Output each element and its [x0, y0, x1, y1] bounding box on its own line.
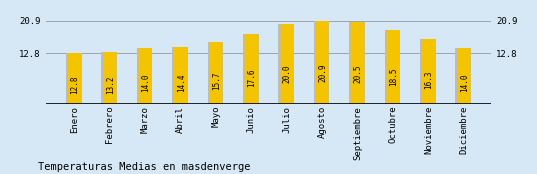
- Bar: [455, 48, 465, 104]
- Bar: [422, 39, 436, 104]
- Bar: [351, 22, 365, 104]
- Bar: [68, 53, 82, 104]
- Bar: [139, 48, 153, 104]
- Text: Temperaturas Medias en masdenverge: Temperaturas Medias en masdenverge: [38, 162, 250, 172]
- Bar: [104, 52, 117, 104]
- Text: 20.5: 20.5: [354, 64, 362, 82]
- Bar: [281, 24, 294, 104]
- Bar: [175, 47, 188, 104]
- Bar: [101, 52, 111, 104]
- Bar: [207, 42, 217, 104]
- Bar: [316, 21, 330, 104]
- Bar: [243, 34, 253, 104]
- Bar: [384, 30, 395, 104]
- Bar: [458, 48, 471, 104]
- Bar: [245, 34, 259, 104]
- Bar: [278, 24, 288, 104]
- Bar: [137, 48, 147, 104]
- Bar: [314, 21, 324, 104]
- Text: 16.3: 16.3: [424, 70, 433, 89]
- Bar: [210, 42, 223, 104]
- Text: 20.9: 20.9: [318, 63, 327, 82]
- Text: 14.0: 14.0: [141, 74, 150, 92]
- Text: 15.7: 15.7: [212, 71, 221, 90]
- Text: 14.0: 14.0: [460, 74, 469, 92]
- Text: 14.4: 14.4: [177, 73, 186, 92]
- Text: 18.5: 18.5: [389, 67, 398, 86]
- Bar: [420, 39, 430, 104]
- Bar: [349, 22, 359, 104]
- Text: 12.8: 12.8: [70, 76, 79, 94]
- Text: 20.0: 20.0: [283, 65, 292, 83]
- Bar: [172, 47, 182, 104]
- Bar: [387, 30, 400, 104]
- Bar: [66, 53, 76, 104]
- Text: 13.2: 13.2: [106, 75, 115, 94]
- Text: 17.6: 17.6: [248, 68, 257, 87]
